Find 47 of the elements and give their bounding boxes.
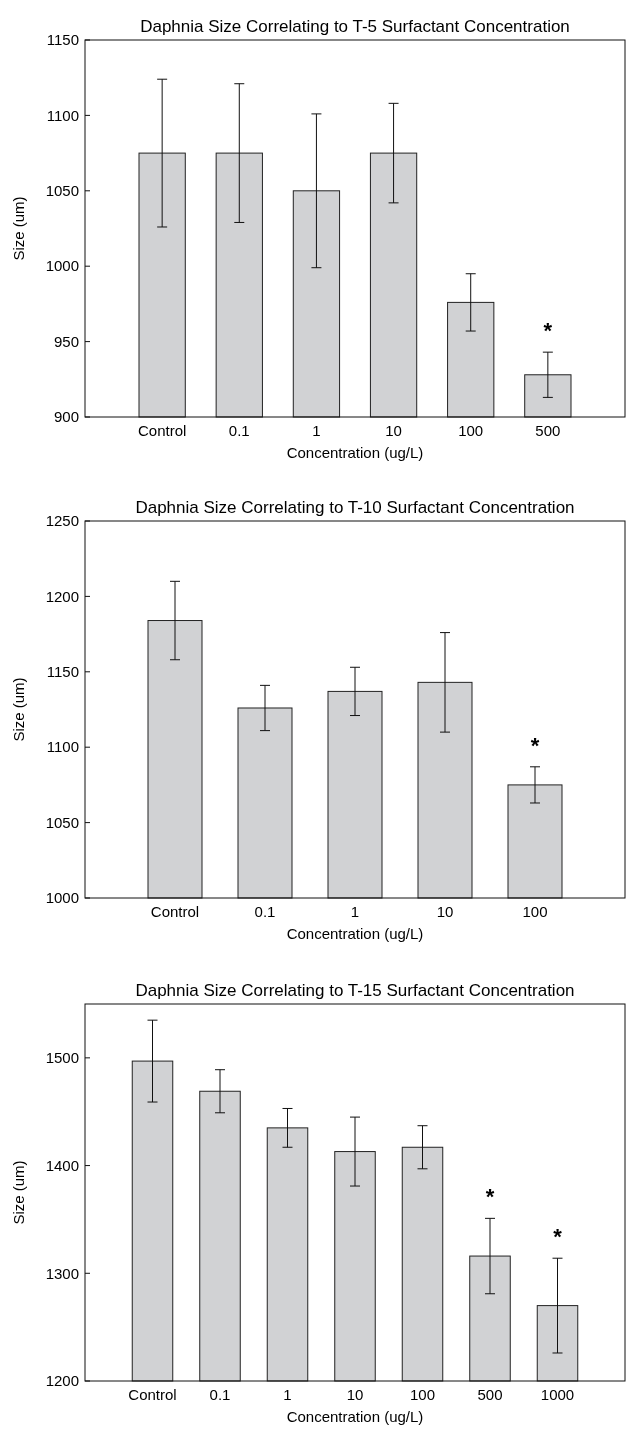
x-tick-label: Control (150, 903, 200, 920)
x-tick-label: 10 (385, 422, 402, 439)
y-tick-label: 1300 (45, 1264, 79, 1282)
x-tick-label: 10 (346, 1386, 364, 1403)
x-tick-label: 1000 (540, 1386, 575, 1403)
annotation: * (543, 318, 553, 344)
y-tick-label: 1200 (45, 1372, 79, 1390)
x-tick-label: 0.1 (254, 903, 276, 920)
y-axis-title: Size (um) (10, 1160, 27, 1225)
y-tick-label: 1500 (45, 1049, 79, 1067)
x-tick-label: 1 (312, 422, 321, 439)
y-tick-label: 1050 (45, 813, 79, 831)
annotation: * (553, 1224, 563, 1250)
annotation: * (530, 732, 540, 758)
x-tick-label: Control (137, 422, 187, 439)
x-tick-label: 0.1 (228, 422, 250, 439)
y-tick-label: 950 (53, 332, 79, 350)
x-tick-label: 100 (458, 422, 484, 439)
x-axis-title: Concentration (ug/L) (286, 925, 424, 942)
y-tick-label: 1000 (45, 889, 79, 907)
y-tick-label: 1400 (45, 1156, 79, 1174)
x-tick-label: 10 (436, 903, 454, 920)
y-axis-title: Size (um) (10, 196, 27, 261)
y-axis-title: Size (um) (10, 677, 27, 742)
x-tick-label: 100 (409, 1386, 436, 1403)
y-tick-label: 1100 (46, 738, 79, 756)
x-tick-label: 500 (477, 1386, 503, 1403)
y-tick-label: 1050 (45, 182, 79, 200)
x-axis-title: Concentration (ug/L) (286, 444, 424, 461)
y-tick-label: 1150 (46, 663, 79, 681)
x-tick-label: Control (128, 1386, 177, 1403)
x-tick-label: 0.1 (209, 1386, 231, 1403)
x-tick-label: 1 (283, 1386, 292, 1403)
y-tick-label: 1100 (46, 106, 79, 124)
y-tick-label: 1200 (45, 587, 79, 605)
chart-title: Daphnia Size Correlating to T-10 Surfactant Concentration (135, 498, 575, 517)
x-axis-title: Concentration (ug/L) (286, 1408, 424, 1425)
annotation: * (485, 1184, 495, 1210)
y-tick-label: 900 (53, 408, 79, 426)
y-tick-label: 1150 (46, 31, 79, 49)
chart-title: Daphnia Size Correlating to T-5 Surfactant Concentration (140, 17, 570, 36)
x-tick-label: 1 (350, 903, 360, 920)
x-tick-label: 100 (522, 903, 548, 920)
y-tick-label: 1000 (45, 257, 79, 275)
chart-title: Daphnia Size Correlating to T-15 Surfactant Concentration (135, 981, 575, 1000)
x-tick-label: 500 (535, 422, 561, 439)
y-tick-label: 1250 (45, 512, 79, 530)
